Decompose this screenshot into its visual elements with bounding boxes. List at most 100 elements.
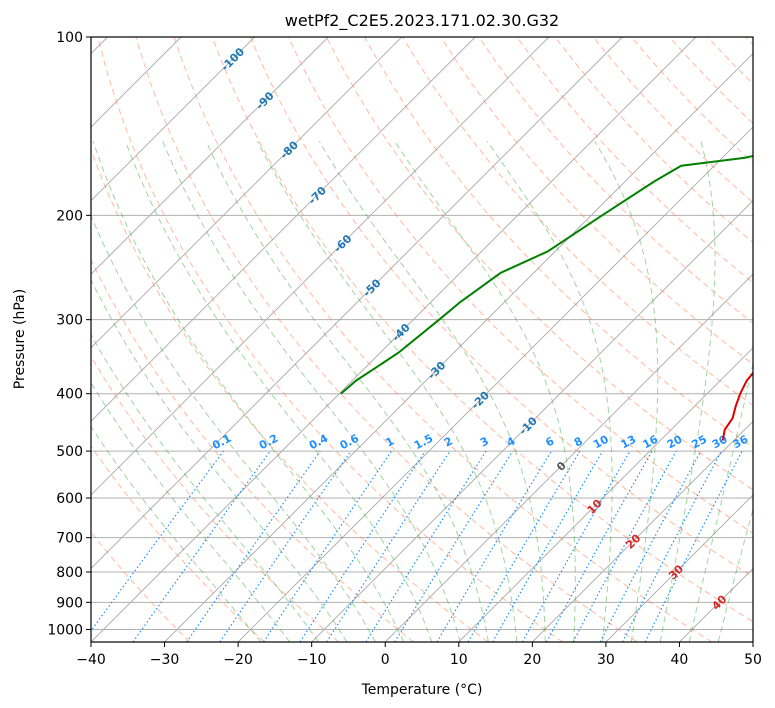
x-tick-label: 20: [523, 652, 541, 668]
dry-adiabat-line: [745, 37, 753, 46]
dry-adiabat-line: [91, 531, 191, 642]
mixing-ratio-label: 13: [619, 433, 639, 452]
moist-adiabat-line: [318, 141, 546, 642]
dry-adiabat-line: [440, 37, 753, 365]
moist-adiabat-line: [257, 141, 518, 642]
mixing-ratio-line: [467, 450, 581, 642]
isotherm-line: [91, 37, 623, 570]
mixing-ratio-line: [436, 450, 553, 642]
mixing-ratio-label: 20: [665, 433, 685, 452]
dry-adiabat-line: [173, 37, 713, 642]
mixing-ratio-label: 25: [689, 433, 709, 452]
x-tick-label: −30: [150, 652, 180, 668]
isotherm-label: -50: [360, 276, 383, 299]
mixing-ratio-label: 0.4: [307, 432, 331, 453]
y-tick-label: 400: [56, 387, 83, 403]
mixing-ratio-label: 1: [383, 434, 396, 449]
mixing-ratio-line: [546, 450, 653, 642]
isotherm-label: -20: [469, 389, 492, 412]
moist-adiabat-line: [91, 425, 262, 642]
x-tick-label: 10: [450, 652, 468, 668]
y-tick-label: 200: [56, 208, 83, 224]
mixing-ratio-label: 36: [731, 433, 751, 452]
isotherm-line: [605, 494, 753, 642]
isotherm-line: [384, 273, 753, 642]
mixing-ratio-line: [219, 450, 352, 642]
dry-adiabat-line: [211, 37, 753, 623]
y-tick-label: 1000: [47, 622, 83, 638]
dry-adiabat-line: [287, 37, 753, 534]
dry-adiabat-line: [249, 37, 753, 578]
isotherm-line: [458, 347, 753, 642]
moist-adiabat-line: [91, 278, 348, 642]
x-tick-label: 0: [381, 652, 390, 668]
moist-adiabat-line: [594, 141, 659, 642]
mixing-ratio-line: [299, 450, 426, 642]
isotherm-line: [91, 37, 550, 496]
isotherm-label: 20: [623, 531, 643, 551]
moist-adiabat-line: [659, 141, 716, 642]
mixing-ratio-label: 1.5: [412, 432, 435, 453]
y-tick-label: 100: [56, 30, 83, 46]
moist-adiabat-line: [205, 141, 489, 642]
mixing-ratio-line: [394, 450, 514, 642]
isotherm-line: [91, 37, 697, 642]
isotherm-line: [311, 199, 753, 642]
y-tick-label: 700: [56, 531, 83, 547]
dry-adiabat-line: [91, 445, 265, 642]
isotherm-line: [91, 37, 476, 423]
moist-adiabat-line: [486, 141, 613, 642]
plot-area: 0.1 0.2 0.4 0.6 1 1.5 2 3 4 6 8 10 13 16 20 25 30 36-100-…: [91, 37, 753, 642]
x-tick-label: 30: [597, 652, 615, 668]
chart-title: wetPf2_C2E5.2023.171.02.30.G32: [285, 11, 559, 31]
dry-adiabat-line: [478, 37, 753, 324]
dry-adiabat-line: [135, 37, 638, 642]
isotherm-line: [91, 37, 403, 349]
x-tick-label: −40: [76, 652, 106, 668]
moist-adiabat-line: [717, 507, 753, 642]
y-tick-label: 300: [56, 313, 83, 329]
dry-adiabat-line: [669, 37, 753, 125]
isotherm-line: [237, 126, 753, 642]
dry-adiabat-line: [91, 148, 489, 642]
dry-adiabat-line: [91, 258, 414, 642]
dry-adiabat-line: [592, 37, 753, 204]
x-axis-title: Temperature (°C): [361, 682, 483, 698]
moist-adiabat-line: [125, 141, 433, 642]
moist-adiabat-line: [91, 381, 291, 642]
moist-adiabat-line: [394, 141, 576, 642]
x-tick-label: 40: [671, 652, 689, 668]
isotherm-label: -90: [253, 89, 276, 112]
dry-adiabat-line: [326, 37, 753, 491]
mixing-ratio-line: [186, 450, 321, 642]
y-tick-label: 900: [56, 595, 83, 611]
mixing-ratio-line: [599, 450, 702, 642]
x-tick-label: −20: [223, 652, 253, 668]
mixing-ratio-line: [572, 450, 677, 642]
mixing-ratio-line: [262, 450, 392, 642]
moist-adiabat-line: [688, 360, 753, 642]
isotherm-line: [164, 52, 753, 642]
mixing-ratio-label: 8: [572, 434, 585, 449]
isotherm-line: [679, 567, 753, 642]
dry-adiabat-line: [97, 37, 563, 642]
temperature-profile-line: [721, 371, 753, 441]
mixing-ratio-label: 0.1: [210, 432, 233, 453]
mixing-ratio-line: [521, 450, 631, 642]
mixing-ratio-label: 30: [710, 433, 730, 452]
mixing-ratio-line: [91, 450, 224, 632]
y-axis-title: Pressure (hPa): [12, 289, 28, 389]
isotherm-line: [531, 420, 753, 642]
dewpoint-profile-line: [340, 154, 753, 395]
mixing-ratio-label: 10: [591, 433, 611, 452]
mixing-ratio-label: 3: [478, 434, 491, 449]
mixing-ratio-line: [644, 450, 743, 642]
mixing-ratio-line: [326, 450, 451, 642]
x-tick-label: 50: [744, 652, 762, 668]
moist-adiabat-line: [91, 333, 319, 642]
y-tick-label: 800: [56, 565, 83, 581]
x-tick-label: −10: [297, 652, 327, 668]
mixing-ratio-line: [132, 450, 271, 642]
plot-frame: [90, 36, 754, 643]
